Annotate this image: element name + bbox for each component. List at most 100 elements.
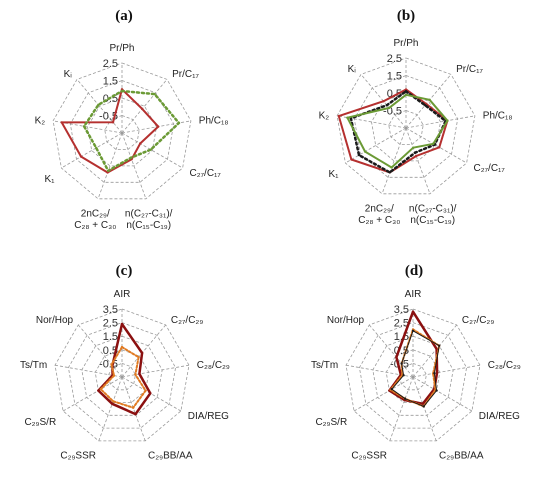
data-point (139, 142, 142, 145)
grid-ring (52, 62, 192, 200)
data-point (413, 151, 417, 154)
data-point (134, 373, 137, 376)
data-point (390, 166, 393, 169)
axis-label-c29bb-aa: C₂₉BB/AA (148, 450, 193, 461)
data-point (138, 372, 141, 376)
data-point (95, 146, 98, 150)
axis-label-line: C₂₉S/R (315, 417, 347, 428)
grid-spoke (412, 324, 458, 378)
data-point (153, 92, 156, 96)
tick-label: 3.5 (103, 304, 118, 316)
axis-label-pr-ph: Pr/Ph (393, 38, 418, 49)
data-point (337, 114, 340, 118)
grid-spoke (121, 376, 182, 412)
axis-label-line: n(C₂₇-C₃₁)/ (125, 208, 173, 219)
axis-label-line: C₂₇/C₁₇ (190, 168, 222, 179)
axis-label-line: C₂₇/C₂₉ (462, 315, 494, 326)
tick-label: 1.5 (103, 76, 118, 88)
grid-spoke (405, 127, 467, 164)
axis-label-line: n(C₁₅-C₁₉) (410, 215, 455, 226)
grid-spoke (54, 364, 123, 378)
data-point (137, 356, 140, 359)
data-point (60, 121, 63, 124)
axis-label-line: n(C₁₅-C₁₉) (126, 220, 171, 231)
radar-panel-d: (d)3.52.51.50.5-0.5AIRC₂₇/C₂₉C₂₈/C₂₉DIA/… (311, 263, 521, 461)
series-line-1 (337, 88, 449, 174)
grid-ring (388, 110, 424, 145)
data-point (82, 125, 86, 128)
data-point (432, 142, 435, 145)
grid-spoke (405, 127, 431, 194)
axis-label-line: 2nC₂₉/ (365, 203, 394, 214)
axis-label-line: Ph/C₁₈ (483, 111, 513, 122)
data-point (79, 155, 83, 158)
axis-label-line: DIA/REG (479, 411, 520, 422)
series-line-2 (99, 346, 147, 409)
radar-panel-a: (a)2.51.50.5-0.5Pr/PhPr/C₁₇Ph/C₁₈C₂₇/C₁₇… (35, 8, 229, 231)
axis-label-n-c27-c31-n-c15-c19: n(C₂₇-C₃₁)/n(C₁₅-C₁₉) (125, 208, 173, 231)
axis-label-2nc29-c28-c30: 2nC₂₉/C₂₈ + C₃₀ (74, 208, 116, 231)
grid-ring (87, 97, 157, 167)
axis-label-air: AIR (405, 289, 422, 300)
axis-label-c28-c29: C₂₈/C₂₉ (488, 360, 521, 371)
axis-label-c28-c29: C₂₈/C₂₉ (197, 360, 230, 371)
tick-label: 2.5 (394, 318, 409, 330)
grid-spoke (336, 115, 407, 129)
data-point (438, 146, 441, 149)
radar-panel-c: (c)3.52.51.50.5-0.5AIRC₂₇/C₂₉C₂₈/C₂₉DIA/… (20, 263, 230, 461)
axis-label-line: Pr/C₁₇ (456, 64, 483, 75)
axis-label-line: Nor/Hop (36, 315, 74, 326)
data-point (387, 106, 391, 110)
axis-label-line: Ts/Tm (20, 360, 47, 371)
axis-label-line: C₂₈ + C₃₀ (74, 220, 116, 231)
data-point (395, 356, 398, 359)
data-point (403, 397, 407, 400)
data-point (111, 402, 114, 405)
grid-spoke (98, 376, 123, 442)
grid-spoke (121, 132, 183, 169)
grid-spoke (121, 324, 167, 378)
axis-label-ki: Kᵢ (348, 64, 357, 75)
grid-spoke (121, 79, 168, 134)
grid-ring (67, 322, 177, 429)
grid-ring (108, 362, 136, 391)
axis-label-nor-hop: Nor/Hop (36, 315, 74, 326)
axis-label-line: n(C₂₇-C₃₁)/ (409, 203, 457, 214)
data-point (97, 389, 100, 392)
data-point (402, 374, 405, 377)
tick-label: -0.5 (99, 358, 118, 370)
data-point (435, 371, 439, 374)
axis-label-dia-reg: DIA/REG (188, 411, 229, 422)
data-point (404, 93, 408, 97)
tick-label: 2.5 (387, 53, 402, 65)
axis-label-c27-c17: C₂₇/C₁₇ (474, 163, 506, 174)
axis-label-line: C₂₈/C₂₉ (488, 360, 521, 371)
axis-label-c29s-r: C₂₉S/R (315, 417, 347, 428)
data-point (112, 400, 115, 403)
data-point (446, 119, 449, 122)
axis-label-line: C₂₈ + C₃₀ (358, 215, 400, 226)
data-point (107, 169, 110, 172)
data-point (141, 107, 144, 111)
tick-label: 1.5 (387, 71, 402, 83)
data-point (110, 363, 113, 366)
data-point (412, 146, 415, 149)
data-point (404, 88, 408, 91)
axis-label-k2: K₂ (35, 116, 46, 127)
axis-label-line: C₂₉BB/AA (439, 450, 484, 461)
axis-label-k1: K₁ (328, 169, 339, 180)
data-point (385, 104, 389, 107)
data-point (415, 154, 418, 158)
data-point (411, 329, 415, 332)
axis-label-pr-c17: Pr/C₁₇ (456, 64, 483, 75)
axis-label-ph-c18: Ph/C₁₈ (483, 111, 513, 122)
axis-label-line: Pr/Ph (393, 38, 418, 49)
data-point (134, 412, 137, 416)
grid-spoke (61, 132, 123, 169)
tick-label: 2.5 (103, 58, 118, 70)
axis-label-k1: K₁ (44, 174, 55, 185)
data-point (411, 310, 415, 313)
data-point (388, 171, 391, 174)
axis-label-line: Nor/Hop (327, 315, 365, 326)
